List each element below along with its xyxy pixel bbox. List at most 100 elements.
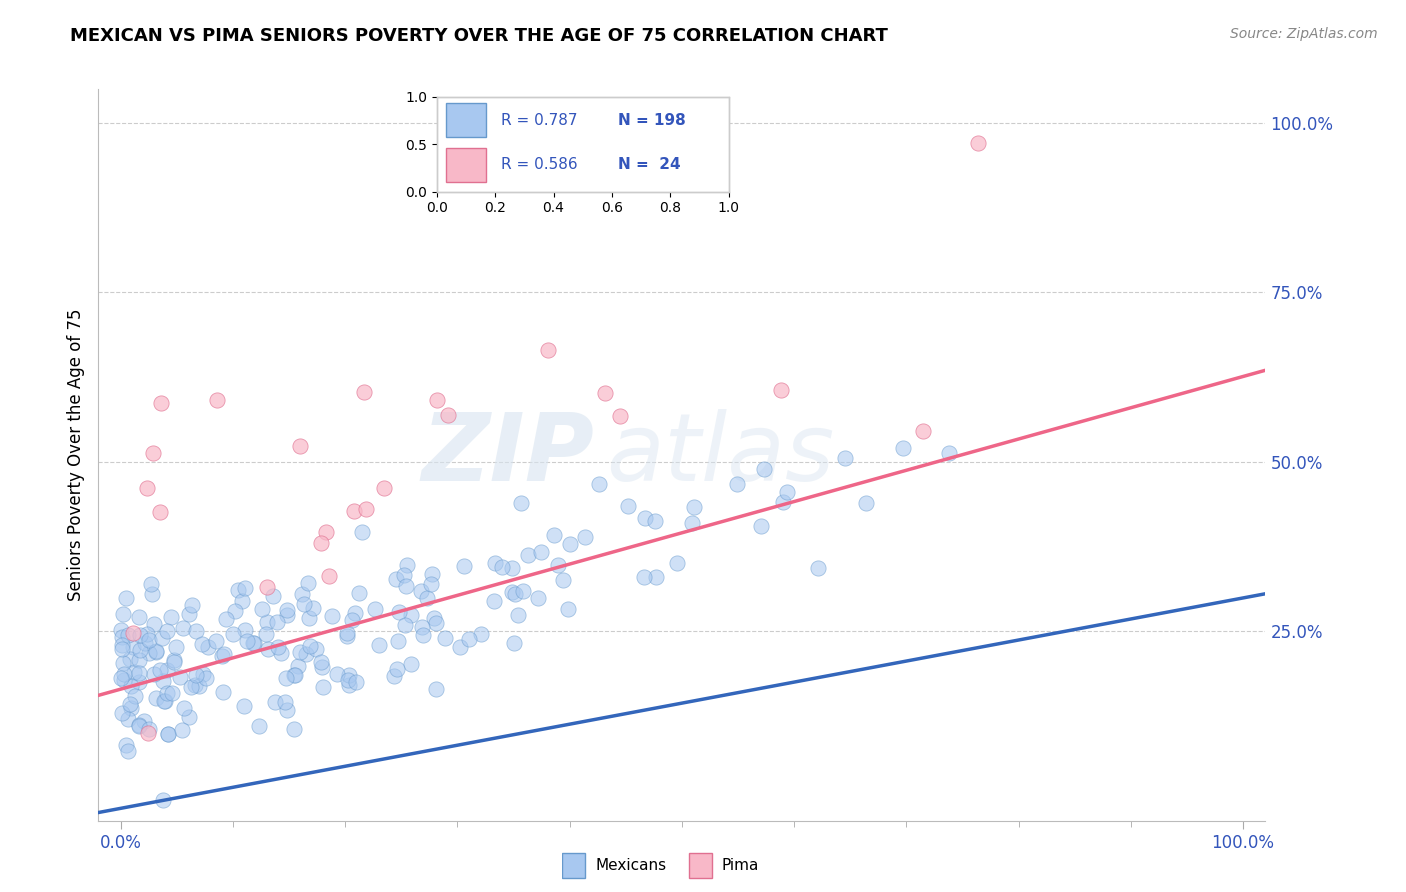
Point: [128, 718, 150, 732]
Point: [344, 675, 367, 690]
Point: [395, 558, 418, 572]
Point: [143, 667, 166, 681]
Point: [384, 573, 406, 587]
Point: [163, 653, 186, 667]
Point: [752, 462, 775, 476]
Point: [290, 644, 312, 658]
Point: [124, 689, 146, 703]
Point: [806, 561, 828, 575]
Point: [153, 694, 176, 708]
Text: atlas: atlas: [606, 409, 834, 500]
Point: [111, 630, 134, 644]
Point: [633, 570, 655, 584]
Point: [160, 686, 183, 700]
Point: [212, 648, 235, 662]
Point: [517, 548, 540, 562]
Point: [501, 584, 523, 599]
Point: [173, 701, 195, 715]
Point: [214, 612, 236, 626]
Point: [644, 514, 666, 528]
Point: [394, 567, 416, 582]
Point: [157, 727, 180, 741]
Point: [254, 627, 277, 641]
Point: [749, 518, 772, 533]
Point: [287, 658, 309, 673]
Point: [318, 569, 340, 583]
Point: [387, 634, 409, 648]
Point: [593, 386, 616, 401]
Point: [484, 556, 506, 570]
Point: [129, 642, 152, 657]
Point: [120, 698, 142, 712]
Point: [299, 639, 322, 653]
Point: [136, 627, 159, 641]
Point: [149, 395, 172, 409]
Point: [226, 582, 249, 597]
Point: [543, 528, 565, 542]
Point: [337, 678, 360, 692]
Point: [482, 594, 505, 608]
Point: [501, 560, 523, 574]
Point: [156, 663, 179, 677]
Point: [399, 607, 422, 622]
Point: [437, 408, 460, 422]
Point: [169, 670, 191, 684]
Text: Mexicans: Mexicans: [595, 858, 666, 872]
Point: [266, 615, 288, 629]
Point: [553, 573, 575, 587]
Point: [353, 384, 375, 399]
Point: [352, 524, 374, 539]
Point: [145, 644, 167, 658]
Point: [149, 505, 172, 519]
Point: [142, 616, 165, 631]
Point: [141, 577, 163, 591]
Point: [415, 591, 437, 606]
Point: [291, 587, 314, 601]
Point: [128, 609, 150, 624]
Point: [342, 504, 364, 518]
Point: [512, 584, 534, 599]
Point: [110, 623, 132, 637]
Point: [191, 667, 214, 681]
Point: [644, 570, 666, 584]
Point: [172, 621, 194, 635]
Point: [180, 598, 202, 612]
Point: [112, 673, 135, 687]
Point: [160, 610, 183, 624]
Point: [321, 608, 343, 623]
Point: [284, 668, 307, 682]
Point: [537, 343, 560, 358]
Point: [453, 558, 475, 573]
Point: [117, 712, 139, 726]
Point: [420, 576, 443, 591]
Point: [283, 723, 305, 737]
Point: [309, 655, 332, 669]
Point: [347, 586, 370, 600]
Point: [510, 496, 533, 510]
Point: [111, 607, 134, 621]
Point: [117, 744, 139, 758]
Point: [204, 634, 226, 648]
Point: [120, 679, 142, 693]
Point: [111, 642, 134, 657]
Text: Pima: Pima: [721, 858, 759, 872]
Point: [163, 655, 186, 669]
Point: [967, 136, 990, 151]
Point: [152, 793, 174, 807]
Point: [129, 628, 152, 642]
Point: [141, 587, 163, 601]
Point: [128, 719, 150, 733]
Point: [425, 681, 447, 696]
Point: [124, 665, 146, 679]
Point: [426, 392, 449, 407]
Point: [292, 597, 315, 611]
Point: [156, 727, 179, 741]
Point: [373, 481, 395, 495]
Point: [267, 640, 290, 654]
Point: [138, 633, 160, 648]
Point: [249, 719, 271, 733]
Point: [772, 495, 794, 509]
Point: [503, 587, 526, 601]
Point: [411, 620, 433, 634]
Point: [257, 642, 280, 657]
